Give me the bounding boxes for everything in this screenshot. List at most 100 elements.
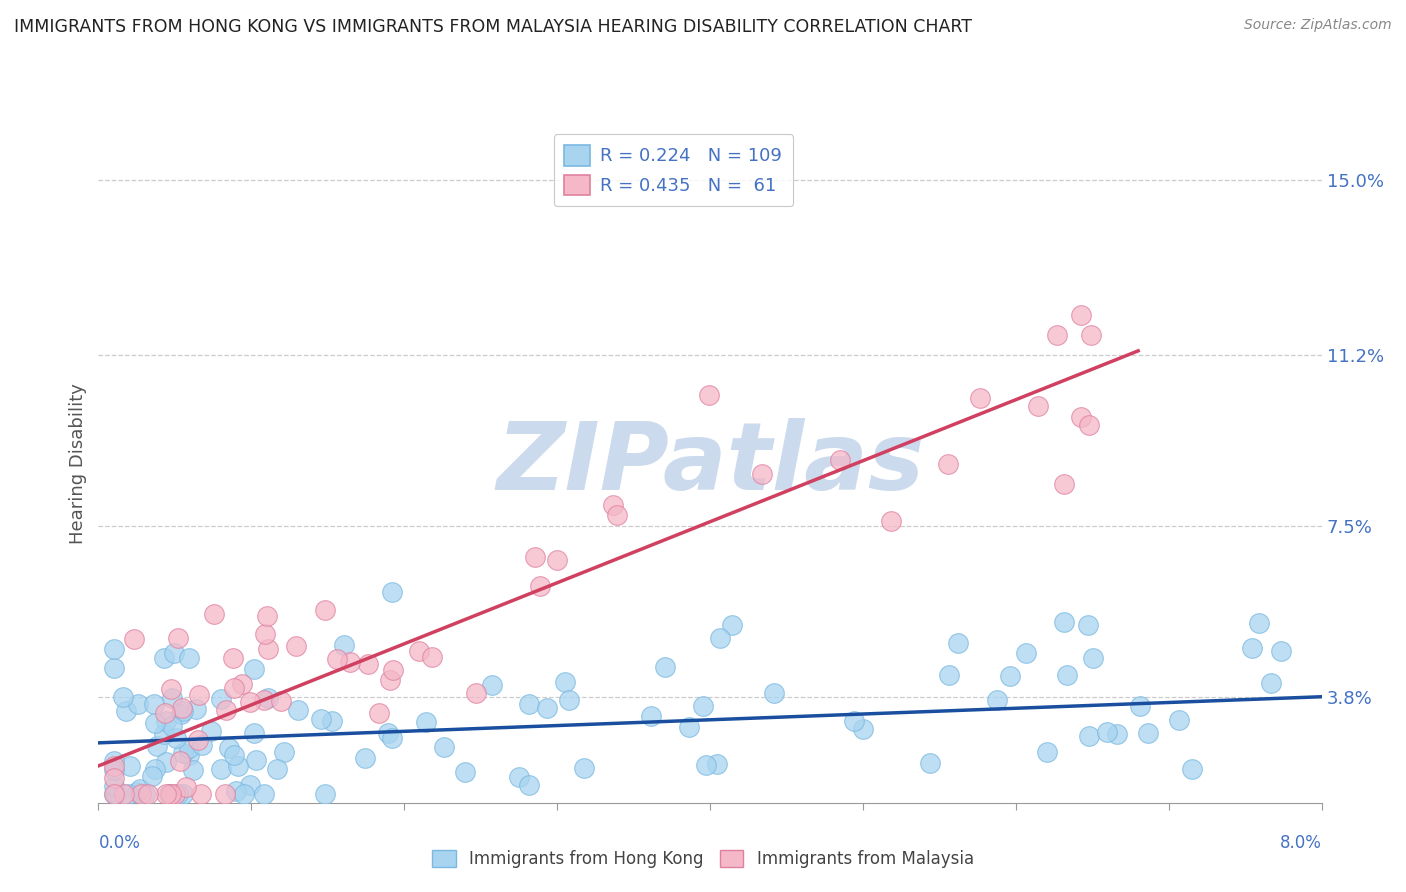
Point [381, 663, 404, 677]
Point [257, 691, 280, 706]
Point [103, 661, 125, 675]
Point [1080, 328, 1102, 343]
Point [1181, 762, 1204, 776]
Point [129, 787, 152, 801]
Point [127, 697, 149, 711]
Point [706, 757, 728, 772]
Point [1070, 308, 1092, 322]
Point [239, 778, 262, 792]
Point [266, 762, 288, 776]
Point [169, 754, 191, 768]
Y-axis label: Hearing Disability: Hearing Disability [69, 384, 87, 544]
Point [160, 682, 183, 697]
Point [422, 649, 444, 664]
Point [179, 651, 201, 665]
Point [554, 674, 576, 689]
Point [270, 694, 292, 708]
Point [536, 701, 558, 715]
Point [1052, 615, 1074, 629]
Point [408, 644, 430, 658]
Point [433, 740, 456, 755]
Point [640, 709, 662, 723]
Point [188, 688, 211, 702]
Point [357, 657, 380, 671]
Point [936, 457, 959, 471]
Point [326, 651, 349, 665]
Point [138, 787, 160, 801]
Point [1095, 725, 1118, 739]
Point [692, 699, 714, 714]
Point [218, 740, 240, 755]
Point [172, 746, 194, 760]
Point [517, 778, 540, 792]
Point [222, 651, 245, 665]
Point [174, 780, 197, 794]
Point [969, 391, 991, 405]
Point [165, 787, 187, 801]
Point [155, 714, 177, 728]
Point [1026, 399, 1049, 413]
Point [155, 787, 177, 801]
Point [159, 787, 181, 801]
Point [339, 655, 361, 669]
Point [172, 787, 194, 801]
Point [245, 753, 267, 767]
Text: 8.0%: 8.0% [1279, 834, 1322, 852]
Point [517, 697, 540, 711]
Point [166, 632, 188, 646]
Point [243, 662, 266, 676]
Point [852, 722, 875, 736]
Point [155, 755, 177, 769]
Point [202, 607, 225, 621]
Point [920, 756, 942, 770]
Point [233, 787, 256, 801]
Point [172, 704, 194, 718]
Point [200, 724, 222, 739]
Point [214, 787, 236, 801]
Point [211, 692, 233, 706]
Point [1077, 417, 1099, 432]
Point [226, 759, 249, 773]
Point [709, 631, 731, 645]
Point [678, 720, 700, 734]
Point [103, 642, 125, 657]
Point [222, 747, 245, 762]
Point [284, 639, 307, 653]
Point [508, 770, 530, 784]
Point [751, 467, 773, 481]
Point [111, 690, 134, 704]
Point [695, 757, 717, 772]
Point [946, 636, 969, 650]
Point [170, 700, 193, 714]
Point [177, 748, 200, 763]
Point [181, 763, 204, 777]
Point [1270, 644, 1292, 658]
Point [214, 703, 236, 717]
Point [103, 787, 125, 801]
Point [332, 639, 354, 653]
Point [381, 584, 404, 599]
Point [253, 627, 276, 641]
Point [211, 762, 233, 776]
Point [1247, 616, 1270, 631]
Point [762, 686, 785, 700]
Point [253, 693, 276, 707]
Point [309, 712, 332, 726]
Point [103, 772, 125, 786]
Point [353, 750, 375, 764]
Point [231, 677, 253, 691]
Point [287, 703, 309, 717]
Text: IMMIGRANTS FROM HONG KONG VS IMMIGRANTS FROM MALAYSIA HEARING DISABILITY CORRELA: IMMIGRANTS FROM HONG KONG VS IMMIGRANTS … [14, 18, 972, 36]
Point [103, 787, 125, 801]
Point [381, 731, 404, 745]
Point [124, 632, 146, 646]
Point [125, 785, 148, 799]
Point [112, 787, 135, 801]
Point [115, 704, 138, 718]
Point [165, 731, 187, 746]
Point [160, 719, 183, 733]
Point [145, 716, 167, 731]
Point [177, 741, 200, 756]
Point [243, 726, 266, 740]
Point [103, 780, 125, 794]
